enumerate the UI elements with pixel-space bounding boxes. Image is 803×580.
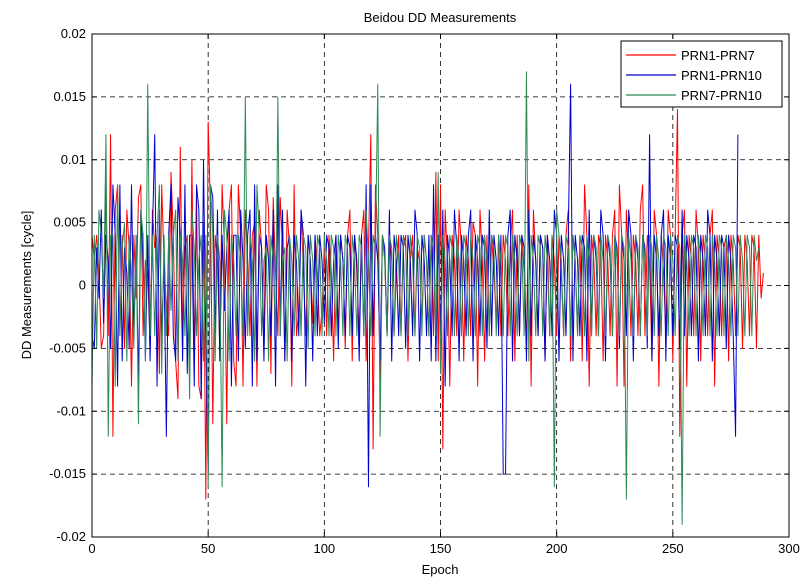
x-tick-label: 0 bbox=[88, 541, 95, 556]
y-tick-label: -0.005 bbox=[49, 340, 86, 355]
series-layer bbox=[91, 71, 764, 525]
legend-label: PRN1-PRN10 bbox=[681, 68, 762, 83]
x-tick-label: 250 bbox=[662, 541, 684, 556]
x-tick-label: 300 bbox=[778, 541, 800, 556]
y-tick-label: -0.02 bbox=[56, 529, 86, 544]
x-tick-label: 50 bbox=[201, 541, 215, 556]
y-tick-label: -0.015 bbox=[49, 466, 86, 481]
x-tick-label: 200 bbox=[546, 541, 568, 556]
y-tick-label: -0.01 bbox=[56, 403, 86, 418]
y-axis-label: DD Measurements [cycle] bbox=[19, 211, 34, 360]
y-tick-label: 0.01 bbox=[61, 152, 86, 167]
x-tick-label: 150 bbox=[430, 541, 452, 556]
legend: PRN1-PRN7 PRN1-PRN10 PRN7-PRN10 bbox=[620, 40, 783, 108]
chart-title: Beidou DD Measurements bbox=[364, 10, 517, 25]
x-tick-label: 100 bbox=[313, 541, 335, 556]
y-tick-label: 0.015 bbox=[53, 89, 86, 104]
series-line-3 bbox=[91, 71, 760, 525]
y-tick-label: 0.005 bbox=[53, 215, 86, 230]
legend-box bbox=[620, 40, 783, 108]
x-axis-label: Epoch bbox=[422, 562, 459, 577]
axis-ticks: 0 50 100 150 200 250 300 -0.02 -0.015 -0.01 -0.005… bbox=[49, 26, 800, 556]
series-line-2 bbox=[91, 83, 739, 488]
legend-label: PRN7-PRN10 bbox=[681, 88, 762, 103]
y-tick-label: 0 bbox=[79, 278, 86, 293]
legend-label: PRN1-PRN7 bbox=[681, 48, 755, 63]
y-tick-label: 0.02 bbox=[61, 26, 86, 41]
